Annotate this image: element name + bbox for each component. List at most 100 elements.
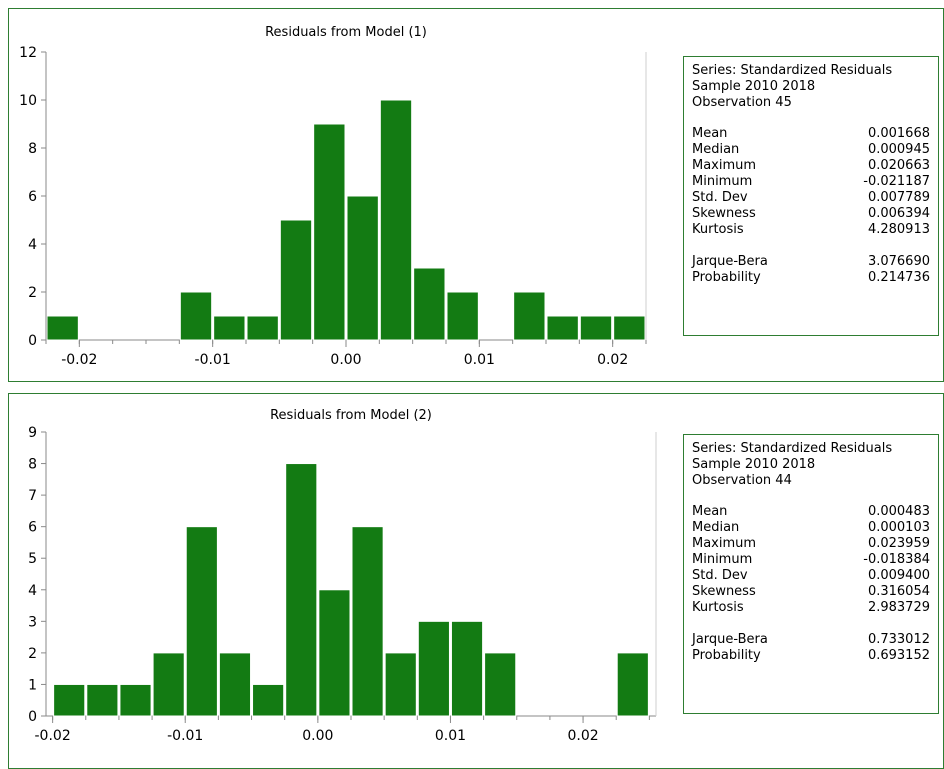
histogram-bar [218, 652, 252, 717]
stat-row-minimum: Minimum -0.018384 [692, 552, 930, 568]
stat-value: 0.007789 [867, 190, 930, 205]
histogram-bar [279, 219, 313, 341]
stat-label: Probability [692, 270, 761, 285]
histogram-bar [86, 683, 119, 717]
y-tick-label: 9 [28, 425, 37, 441]
stat-value: 0.693152 [867, 648, 930, 663]
histogram-bar [313, 123, 346, 341]
stat-row-probability: Probability 0.693152 [692, 648, 930, 664]
histogram-bar [152, 652, 185, 717]
histogram-bar [446, 291, 479, 341]
histogram-bar [579, 315, 613, 341]
stat-value: 0.316054 [867, 584, 930, 599]
x-tick-label: -0.01 [195, 352, 231, 368]
stat-row-median: Median 0.000945 [692, 142, 930, 158]
y-tick-label: 5 [28, 551, 37, 567]
stat-value: 0.020663 [867, 158, 930, 173]
stat-label: Probability [692, 648, 761, 663]
stat-row-kurtosis: Kurtosis 2.983729 [692, 600, 930, 616]
stat-value: 0.000945 [867, 142, 930, 157]
histogram-bar [484, 652, 517, 717]
x-tick-label: 0.02 [567, 728, 598, 744]
stat-value: 3.076690 [867, 254, 930, 269]
stat-label: Mean [692, 504, 728, 519]
stat-label: Skewness [692, 584, 756, 599]
stats-box-model-2: Series: Standardized Residuals Sample 20… [683, 434, 939, 714]
histogram-chart-model-2: Residuals from Model (2) 0 1 2 3 4 5 6 7 8 9 -0.02 -… [28, 408, 657, 744]
histogram-bar [119, 683, 152, 717]
stat-value: 0.000103 [867, 520, 930, 535]
x-tick-label: 0.01 [435, 728, 466, 744]
stat-value: -0.021187 [863, 174, 930, 189]
stats-box-model-1: Series: Standardized Residuals Sample 20… [683, 56, 939, 336]
stat-label: Minimum [692, 174, 753, 189]
stat-value: 0.009400 [867, 568, 930, 583]
y-tick-label: 10 [19, 93, 37, 109]
y-tick-label: 2 [28, 646, 37, 662]
x-tick-label: 0.02 [597, 352, 628, 368]
histogram-bar [318, 589, 351, 717]
stat-label: Maximum [692, 158, 757, 173]
stat-label: Std. Dev [692, 190, 748, 205]
stat-label: Maximum [692, 536, 757, 551]
histogram-bar [252, 683, 285, 717]
histogram-bar [179, 291, 213, 341]
stat-row-kurtosis: Kurtosis 4.280913 [692, 222, 930, 238]
stats-series-label: Series: Standardized Residuals [692, 441, 893, 456]
histogram-bar [413, 267, 446, 341]
stat-value: 0.000483 [867, 504, 930, 519]
y-tick-label: 7 [28, 488, 37, 504]
y-tick-label: 4 [28, 237, 37, 253]
y-tick-label: 6 [28, 520, 37, 536]
stat-row-maximum: Maximum 0.020663 [692, 158, 930, 174]
y-tick-label: 2 [28, 285, 37, 301]
histogram-bar [546, 315, 579, 341]
chart-title: Residuals from Model (2) [270, 408, 432, 423]
y-tick-label: 8 [28, 141, 37, 157]
stats-sample-label: Sample 2010 2018 [692, 457, 816, 472]
stats-sample-label: Sample 2010 2018 [692, 79, 816, 94]
stat-row-probability: Probability 0.214736 [692, 270, 930, 286]
stat-label: Minimum [692, 552, 753, 567]
stat-row-jarque-bera: Jarque-Bera 3.076690 [692, 254, 930, 270]
stat-row-skewness: Skewness 0.316054 [692, 584, 930, 600]
stats-observations-label: Observation 45 [692, 95, 792, 110]
y-tick-label: 1 [28, 677, 37, 693]
stat-value: -0.018384 [863, 552, 930, 567]
histogram-bar [351, 526, 384, 717]
stat-label: Kurtosis [692, 222, 744, 237]
stat-row-mean: Mean 0.001668 [692, 126, 930, 142]
histogram-bar [513, 291, 546, 341]
histogram-bar [185, 526, 218, 717]
histogram-panel-model-1: Residuals from Model (1) 0 2 4 6 8 10 12 -0.02 -0… [8, 8, 944, 382]
histogram-bar [379, 99, 413, 341]
stat-label: Mean [692, 126, 728, 141]
x-tick-label: -0.01 [167, 728, 203, 744]
stat-row-skewness: Skewness 0.006394 [692, 206, 930, 222]
stats-table: Mean 0.000483 Median 0.000103 Maximum 0.023… [692, 504, 930, 664]
stat-value: 2.983729 [867, 600, 930, 615]
histogram-bar [613, 315, 646, 341]
stats-series-label: Series: Standardized Residuals [692, 63, 893, 78]
chart-title: Residuals from Model (1) [265, 25, 427, 40]
stat-row-minimum: Minimum -0.021187 [692, 174, 930, 190]
stat-label: Kurtosis [692, 600, 744, 615]
histogram-chart-model-1: Residuals from Model (1) 0 2 4 6 8 10 12 -0.02 -0… [19, 25, 647, 368]
stat-label: Std. Dev [692, 568, 748, 583]
stat-value: 4.280913 [867, 222, 930, 237]
x-tick-label: -0.02 [61, 352, 97, 368]
y-tick-label: 0 [28, 333, 37, 349]
x-tick-label: 0.00 [302, 728, 333, 744]
stat-row-jarque-bera: Jarque-Bera 0.733012 [692, 632, 930, 648]
histogram-bar [417, 620, 450, 717]
stat-row-std-dev: Std. Dev 0.009400 [692, 568, 930, 584]
stats-observations-label: Observation 44 [692, 473, 792, 488]
stat-label: Jarque-Bera [692, 254, 768, 269]
histogram-panel-model-2: Residuals from Model (2) 0 1 2 3 4 5 6 7 8 9 -0.02 -… [8, 393, 944, 769]
stat-label: Median [692, 520, 740, 535]
histogram-bar [213, 315, 246, 341]
stat-row-mean: Mean 0.000483 [692, 504, 930, 520]
y-tick-label: 6 [28, 189, 37, 205]
y-tick-label: 12 [19, 45, 37, 61]
x-tick-label: -0.02 [35, 728, 71, 744]
